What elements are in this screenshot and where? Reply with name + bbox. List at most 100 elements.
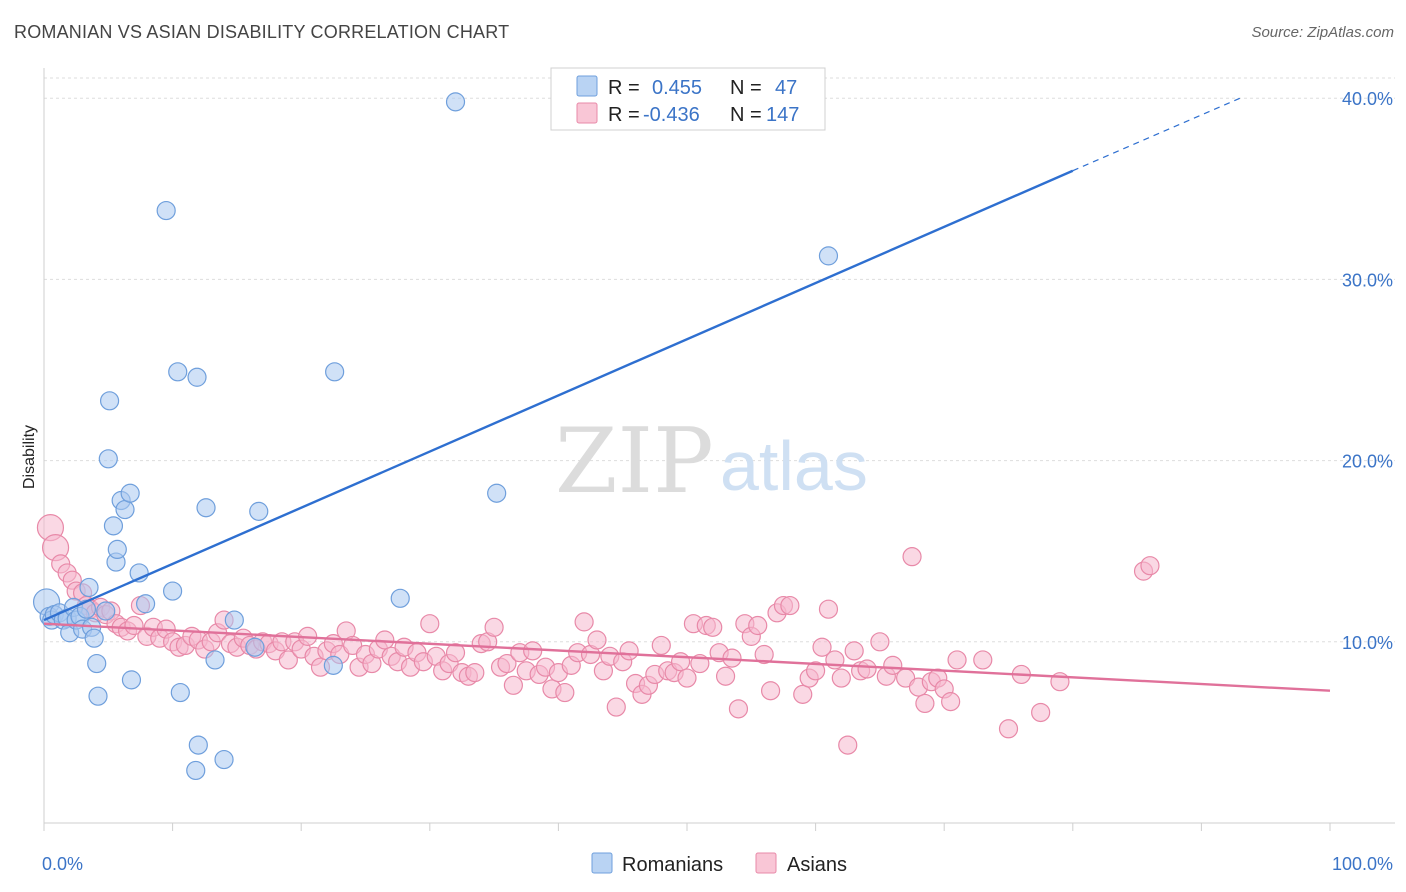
legend-top: R = 0.455 N = 47 R = -0.436 N = 147 — [550, 67, 826, 131]
romanian-point — [98, 449, 118, 469]
legend-swatch-romanians — [576, 75, 598, 97]
romanian-point — [84, 628, 104, 648]
x-tick-label-1: 100.0% — [1332, 854, 1393, 874]
romanian-point — [188, 735, 208, 755]
romanian-points — [32, 92, 839, 781]
asian-point — [555, 682, 575, 703]
asian-point — [754, 644, 774, 665]
romanian-point — [99, 391, 120, 411]
romanian-point — [121, 670, 142, 690]
legend-bottom-label-romanians: Romanians — [622, 854, 723, 876]
romanian-point — [156, 200, 176, 221]
romanian-point — [163, 581, 183, 601]
asian-point — [1140, 556, 1160, 576]
romanian-point — [186, 760, 206, 781]
romanian-point — [115, 499, 135, 520]
legend-n-value-romanians: 47 — [775, 77, 797, 99]
tick-labels: 10.0% 20.0% 30.0% 40.0% 0.0% 100.0% — [42, 89, 1393, 874]
asian-point — [812, 637, 832, 657]
legend-r-value-asians: -0.436 — [643, 104, 700, 126]
asian-point — [278, 650, 298, 670]
legend-n-value-asians: 147 — [766, 104, 799, 126]
legend-n-label-romanians: N = — [730, 77, 762, 99]
asian-point — [883, 655, 903, 675]
asian-point — [587, 630, 607, 650]
asian-trend-line — [43, 622, 1331, 692]
asian-point — [465, 663, 485, 683]
asian-point — [420, 614, 440, 634]
asian-point — [484, 617, 504, 637]
x-tick-label-0: 0.0% — [42, 854, 83, 874]
romanian-point — [87, 653, 107, 674]
asian-point — [619, 641, 639, 661]
asian-point — [870, 632, 890, 652]
asian-point — [677, 668, 697, 688]
asian-point — [780, 595, 800, 616]
asian-point — [973, 650, 993, 670]
legend-r-value-romanians: 0.455 — [652, 77, 702, 99]
asian-point — [844, 641, 864, 661]
asian-point — [831, 668, 851, 688]
romanian-point — [88, 686, 108, 706]
legend-bottom-swatch-asians — [755, 852, 777, 874]
romanian-trend-extension — [1072, 97, 1241, 172]
romanian-point — [445, 92, 466, 112]
asian-point — [445, 643, 466, 663]
asian-point — [748, 615, 768, 636]
legend-bottom-swatch-romanians — [591, 852, 613, 874]
asian-point — [728, 699, 749, 719]
asian-point — [503, 675, 523, 695]
asian-point — [805, 661, 826, 681]
asian-point — [523, 641, 543, 661]
asian-point — [838, 735, 858, 755]
asian-point — [1031, 702, 1051, 723]
asian-point — [998, 719, 1019, 739]
romanian-point — [76, 599, 97, 619]
romanian-point — [196, 498, 216, 518]
axes — [43, 68, 1395, 831]
y-tick-label-3: 40.0% — [1342, 89, 1393, 109]
asian-point — [793, 684, 813, 704]
asian-point — [703, 617, 723, 637]
watermark-atlas: atlas — [720, 427, 868, 505]
y-tick-label-2: 30.0% — [1342, 270, 1393, 290]
gridlines — [44, 77, 1395, 643]
romanian-point — [249, 501, 269, 521]
romanian-point — [390, 588, 410, 608]
romanian-point — [245, 637, 265, 657]
asian-point — [941, 692, 961, 712]
romanian-point — [487, 483, 507, 503]
legend-r-label-asians: R = — [608, 104, 640, 126]
asian-point — [715, 666, 736, 686]
asian-point — [915, 693, 935, 714]
romanian-point — [323, 655, 343, 675]
romanian-point — [214, 749, 234, 770]
y-tick-label-0: 10.0% — [1342, 633, 1393, 653]
romanian-point — [135, 594, 156, 614]
asian-point — [124, 615, 144, 636]
romanian-point — [224, 610, 244, 630]
romanian-point — [103, 516, 124, 536]
source-label: Source: ZipAtlas.com — [1251, 24, 1394, 41]
romanian-point — [79, 577, 99, 598]
watermark: ZIP atlas — [555, 409, 868, 514]
watermark-zip: ZIP — [555, 409, 714, 514]
asian-point — [947, 650, 967, 670]
asian-point — [606, 697, 626, 717]
y-tick-label-1: 20.0% — [1342, 452, 1393, 472]
trend-lines — [43, 97, 1331, 692]
romanian-point — [96, 601, 116, 621]
romanian-point — [107, 539, 127, 560]
asian-point — [818, 599, 839, 619]
asian-point — [902, 547, 922, 567]
asian-point — [497, 653, 517, 674]
romanian-point — [325, 362, 345, 382]
asian-point — [651, 635, 671, 656]
asian-point — [857, 659, 877, 679]
y-axis-title: Disability — [21, 425, 38, 489]
asian-point — [574, 612, 594, 632]
legend-swatch-asians — [576, 102, 598, 124]
legend-bottom: Romanians Asians — [591, 852, 847, 876]
asian-point — [760, 681, 781, 701]
